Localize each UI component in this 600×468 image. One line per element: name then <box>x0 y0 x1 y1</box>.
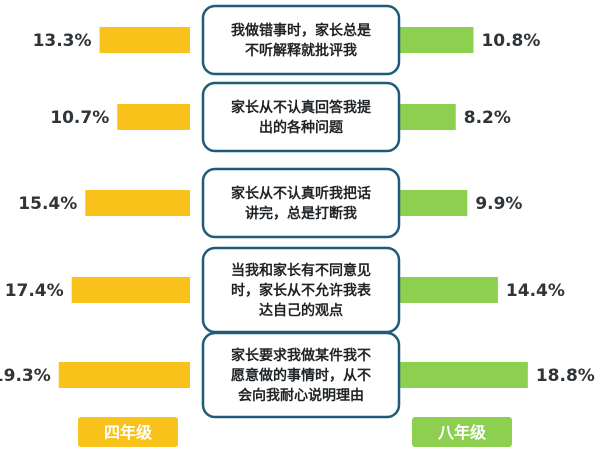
left-value-label: 17.4% <box>5 281 64 301</box>
category-label-line: 我做错事时，家长总是 <box>231 22 372 39</box>
category-label: 家长要求我做某件我不愿意做的事情时，从不会向我耐心说明理由 <box>231 347 371 404</box>
chart-rows: 13.3% 10.8% 我做错事时，家长总是不听解释就批评我 10.7% 8.2% 家长从… <box>0 4 595 419</box>
category-label-line: 当我和家长有不同意见 <box>231 262 371 279</box>
left-value-label: 13.3% <box>33 31 92 51</box>
category-label: 我做错事时，家长总是不听解释就批评我 <box>231 22 372 59</box>
left-value-label: 15.4% <box>18 194 77 214</box>
left-value-label: 10.7% <box>50 108 109 128</box>
chart-row: 19.3% 18.8% 家长要求我做某件我不愿意做的事情时，从不会向我耐心说明理由 <box>0 331 595 419</box>
right-value-label: 8.2% <box>464 108 511 128</box>
chart-row: 17.4% 14.4% 当我和家长有不同意见时，家长从不允许我表达自己的观点 <box>5 246 565 334</box>
category-label-line: 出的各种问题 <box>259 119 344 136</box>
chart-row: 15.4% 9.9% 家长从不认真听我把话讲完，总是打断我 <box>18 167 522 239</box>
category-label-line: 家长从不认真听我把话 <box>231 185 371 202</box>
category-box <box>201 167 401 239</box>
legend-label: 八年级 <box>437 423 487 442</box>
legend-label: 四年级 <box>104 423 153 442</box>
right-value-label: 10.8% <box>481 31 540 51</box>
right-bar <box>400 27 474 53</box>
category-label: 当我和家长有不同意见时，家长从不允许我表达自己的观点 <box>231 262 372 319</box>
left-value-label: 19.3% <box>0 366 51 386</box>
category-box <box>201 81 401 153</box>
right-bar <box>400 362 528 388</box>
category-label-line: 家长从不认真回答我提 <box>231 99 372 116</box>
category-label-line: 时，家长从不允许我表 <box>231 282 372 299</box>
category-box <box>201 331 401 419</box>
right-bar <box>400 190 468 216</box>
category-label-line: 家长要求我做某件我不 <box>231 347 371 364</box>
right-bar <box>400 277 498 303</box>
legend-swatch <box>412 417 512 447</box>
left-bar <box>58 362 191 388</box>
category-label-line: 会向我耐心说明理由 <box>238 387 364 404</box>
right-value-label: 9.9% <box>475 194 522 214</box>
legend-item-grade8: 八年级 <box>412 417 512 447</box>
category-label: 家长从不认真回答我提出的各种问题 <box>231 99 372 136</box>
chart-row: 13.3% 10.8% 我做错事时，家长总是不听解释就批评我 <box>33 4 540 76</box>
chart-row: 10.7% 8.2% 家长从不认真回答我提出的各种问题 <box>50 81 511 153</box>
category-label-line: 愿意做的事情时，从不 <box>231 367 371 384</box>
right-bar <box>400 104 456 130</box>
legend-item-grade4: 四年级 <box>78 417 178 447</box>
right-value-label: 14.4% <box>506 281 565 301</box>
left-bar <box>117 104 190 130</box>
category-label-line: 达自己的观点 <box>259 302 343 319</box>
left-bar <box>99 27 190 53</box>
category-label: 家长从不认真听我把话讲完，总是打断我 <box>231 185 371 222</box>
chart-legend: 四年级 八年级 <box>78 417 512 447</box>
category-label-line: 不听解释就批评我 <box>245 42 357 59</box>
legend-swatch <box>78 417 178 447</box>
category-box <box>201 4 401 76</box>
right-value-label: 18.8% <box>536 366 595 386</box>
left-bar <box>71 277 190 303</box>
left-bar <box>85 190 190 216</box>
category-label-line: 讲完，总是打断我 <box>245 205 357 222</box>
